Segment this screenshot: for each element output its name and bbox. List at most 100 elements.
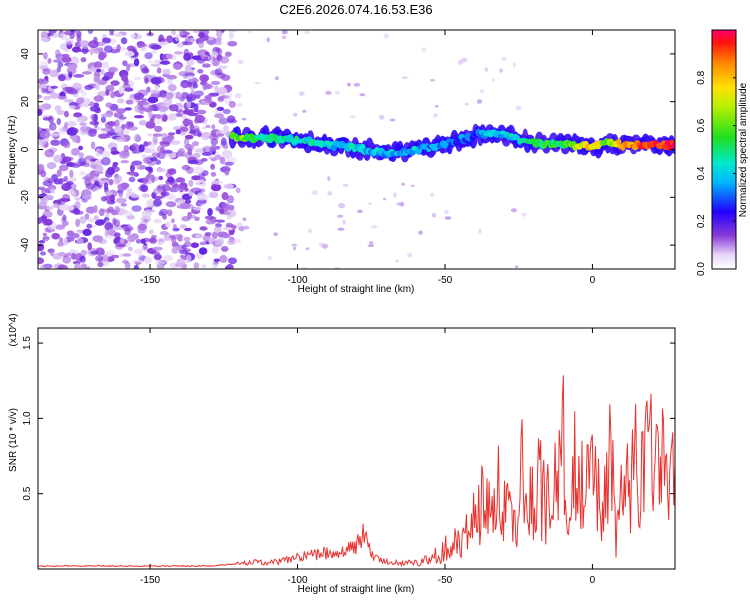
- noise-blob: [149, 237, 158, 244]
- noise-blob: [196, 192, 207, 201]
- noise-blob: [92, 224, 97, 229]
- noise-blob: [89, 105, 101, 112]
- noise-blob: [49, 250, 54, 256]
- noise-blob: [117, 98, 125, 104]
- noise-blob: [76, 97, 85, 105]
- sparse-noise-blob: [298, 91, 305, 96]
- noise-blob: [101, 150, 111, 159]
- y-tick-label: 1.0: [22, 411, 33, 425]
- noise-blob: [221, 74, 231, 81]
- noise-blob: [218, 117, 229, 125]
- sparse-noise-blob: [273, 232, 278, 236]
- noise-blob: [101, 76, 109, 81]
- noise-blob: [141, 154, 147, 159]
- sparse-noise-blob: [478, 228, 482, 234]
- snr-x-label: Height of straight line (km): [298, 584, 415, 595]
- noise-blob: [190, 242, 199, 248]
- sparse-noise-blob: [491, 78, 496, 82]
- noise-blob: [171, 140, 181, 145]
- sparse-noise-blob: [242, 217, 247, 222]
- noise-blob: [131, 143, 139, 151]
- noise-blob: [204, 232, 212, 237]
- noise-blob: [162, 98, 173, 105]
- sparse-noise-blob: [383, 33, 389, 39]
- noise-blob: [147, 96, 159, 104]
- noise-blob: [199, 226, 208, 231]
- noise-blob: [201, 151, 213, 156]
- noise-blob: [55, 224, 66, 230]
- snr-frame: [37, 327, 676, 570]
- sparse-noise-blob: [378, 114, 385, 120]
- noise-blob: [187, 214, 196, 219]
- noise-blob: [181, 244, 187, 250]
- noise-blob: [125, 99, 134, 105]
- noise-blob: [137, 253, 143, 258]
- noise-blob: [118, 116, 127, 120]
- noise-blob: [224, 170, 230, 176]
- noise-blob: [103, 45, 113, 53]
- noise-blob: [150, 89, 160, 95]
- noise-blob: [90, 250, 99, 255]
- noise-blob: [210, 51, 219, 57]
- noise-blob: [101, 113, 110, 118]
- noise-blob: [168, 113, 177, 121]
- noise-blob: [63, 30, 75, 36]
- noise-blob: [188, 77, 199, 85]
- noise-blob: [179, 224, 187, 229]
- noise-blob: [143, 145, 149, 152]
- noise-blob: [197, 130, 202, 138]
- noise-blob: [38, 139, 47, 146]
- noise-blob: [168, 152, 177, 159]
- noise-blob: [189, 123, 195, 131]
- noise-blob: [193, 30, 199, 33]
- noise-blob: [107, 66, 119, 73]
- noise-blob: [39, 201, 47, 207]
- noise-blob: [153, 253, 162, 261]
- noise-blob: [98, 181, 103, 186]
- colorbar-label: Normalized spectral amplitude: [738, 82, 749, 217]
- noise-blob: [179, 126, 189, 132]
- noise-blob: [70, 252, 76, 260]
- noise-blob: [100, 116, 106, 123]
- noise-blob: [50, 188, 56, 194]
- noise-blob: [194, 128, 200, 133]
- noise-blob: [136, 41, 146, 48]
- noise-blob: [164, 92, 174, 100]
- noise-blob: [98, 133, 109, 139]
- noise-blob: [135, 238, 142, 244]
- noise-blob: [116, 197, 127, 204]
- x-tick-label: -150: [140, 575, 160, 586]
- noise-blob: [105, 250, 115, 255]
- noise-blob: [66, 120, 77, 127]
- noise-blob: [130, 33, 136, 38]
- noise-blob: [147, 60, 154, 64]
- noise-blob: [57, 264, 68, 269]
- noise-blob: [148, 111, 153, 119]
- noise-blob: [114, 119, 120, 128]
- snr-y-ticks: 0.5 1.0 1.5: [22, 336, 675, 501]
- noise-blob: [42, 117, 53, 121]
- noise-blob: [159, 146, 165, 155]
- noise-blob: [97, 149, 104, 155]
- noise-blob: [60, 43, 68, 51]
- noise-blob: [205, 124, 211, 129]
- noise-blob: [217, 95, 225, 103]
- noise-blob: [129, 171, 139, 177]
- noise-blob: [113, 219, 121, 227]
- noise-blob: [80, 57, 87, 63]
- noise-blob: [139, 101, 150, 106]
- noise-blob: [79, 171, 86, 176]
- noise-blob: [184, 134, 194, 140]
- noise-blob: [182, 119, 193, 126]
- noise-blob: [214, 68, 223, 76]
- sparse-noise-blob: [510, 208, 517, 213]
- noise-blob: [121, 73, 128, 82]
- noise-blob: [62, 194, 70, 202]
- noise-blob: [82, 176, 93, 181]
- noise-blob: [93, 61, 103, 69]
- x-tick-label: 0: [590, 575, 596, 586]
- x-tick-label: -100: [288, 575, 308, 586]
- noise-blob: [88, 40, 99, 49]
- noise-blob: [214, 226, 222, 233]
- noise-blob: [98, 51, 108, 59]
